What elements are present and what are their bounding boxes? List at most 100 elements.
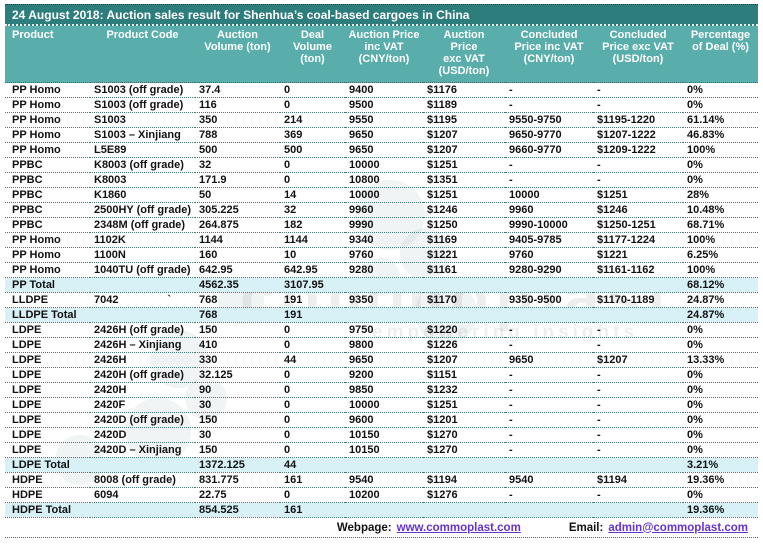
cell: 0% xyxy=(683,397,758,413)
cell: - xyxy=(505,172,593,188)
cell: $1194 xyxy=(423,472,505,488)
cell: LDPE xyxy=(5,367,90,383)
cell: 768 xyxy=(195,292,280,308)
cell xyxy=(90,457,195,473)
cell: 500 xyxy=(280,142,345,158)
cell: - xyxy=(505,157,593,173)
cell: PP Homo xyxy=(5,247,90,263)
cell: 9350-9500 xyxy=(505,292,593,308)
cell: 9660-9770 xyxy=(505,142,593,158)
cell: 50 xyxy=(195,187,280,203)
cell: 9650 xyxy=(505,352,593,368)
cell: 1144 xyxy=(195,232,280,248)
cell: $1170 xyxy=(423,292,505,308)
cell: $1207 xyxy=(423,352,505,368)
cell: 9280 xyxy=(345,262,423,278)
table-row: LDPE 2420D 30 0 10150 $1270- -0% xyxy=(5,427,758,443)
cell: 0 xyxy=(280,367,345,383)
cell: 9600 xyxy=(345,412,423,428)
cell: - xyxy=(505,382,593,398)
email-link[interactable]: admin@commoplast.com xyxy=(608,521,748,534)
cell: 1372.125 xyxy=(195,457,280,473)
cell xyxy=(505,457,593,473)
cell xyxy=(423,502,505,518)
table-row: LDPE 2426H 330 44 9650 $1207 9650 $1207 13.33% xyxy=(5,352,758,368)
cell: LDPE xyxy=(5,337,90,353)
cell: 2420H (off grade) xyxy=(90,367,195,383)
cell: $1161-1162 xyxy=(593,262,683,278)
cell: $1207-1222 xyxy=(593,127,683,143)
cell: 32 xyxy=(195,157,280,173)
cell: 161 xyxy=(280,502,345,518)
cell: 3.21% xyxy=(683,457,758,473)
cell: K1860 xyxy=(90,187,195,203)
cell: $1251 xyxy=(423,187,505,203)
cell: 9200 xyxy=(345,367,423,383)
cell: 214 xyxy=(280,112,345,128)
cell: 44 xyxy=(280,352,345,368)
cell: $1161 xyxy=(423,262,505,278)
cell: 32.125 xyxy=(195,367,280,383)
cell: 9550 xyxy=(345,112,423,128)
table-row: PPBC 2500HY (off grade) 305.225 32 9960 $1246… xyxy=(5,202,758,218)
cell: 2426H – Xinjiang xyxy=(90,337,195,353)
cell: 788 xyxy=(195,127,280,143)
table-row: PP Homo 1100N 160 10 9760 $1221 9760 $1221 6.25% xyxy=(5,247,758,263)
cell: 61.14% xyxy=(683,112,758,128)
cell: 9340 xyxy=(345,232,423,248)
cell xyxy=(505,502,593,518)
cell: $1246 xyxy=(593,202,683,218)
cell: 9990 xyxy=(345,217,423,233)
cell: PP Homo xyxy=(5,97,90,113)
table-row: PP Homo S1003 – Xinjiang 788 369 9650 $1207 96… xyxy=(5,127,758,143)
cell: 0% xyxy=(683,442,758,458)
cell: 19.36% xyxy=(683,502,758,518)
table-row: LLDPE 7042 ` 768 191 9350 $1170 9350-9500 $1170-… xyxy=(5,292,758,308)
cell: - xyxy=(505,412,593,428)
cell: PP Homo xyxy=(5,262,90,278)
cell: K8003 xyxy=(90,172,195,188)
cell: 9990-10000 xyxy=(505,217,593,233)
cell: $1189 xyxy=(423,97,505,113)
cell: - xyxy=(505,367,593,383)
cell: 9750 xyxy=(345,322,423,338)
cell: $1176 xyxy=(423,82,505,98)
cell: 0% xyxy=(683,367,758,383)
cell: - xyxy=(505,337,593,353)
column-header: Auction Volume (ton) xyxy=(195,26,280,83)
cell: 6094 xyxy=(90,487,195,503)
cell: 100% xyxy=(683,142,758,158)
cell: 0% xyxy=(683,382,758,398)
cell: 68.71% xyxy=(683,217,758,233)
cell: PPBC xyxy=(5,202,90,218)
cell: 28% xyxy=(683,187,758,203)
cell: LDPE xyxy=(5,322,90,338)
cell xyxy=(345,307,423,323)
stray-mark: ` xyxy=(167,294,171,306)
header-row: Product Product Code Auction Volume (ton) D… xyxy=(5,26,758,83)
cell: 10200 xyxy=(345,487,423,503)
cell: HDPE xyxy=(5,472,90,488)
cell: 9760 xyxy=(505,247,593,263)
cell: 0 xyxy=(280,157,345,173)
cell: 100% xyxy=(683,262,758,278)
webpage-link[interactable]: www.commoplast.com xyxy=(396,521,521,534)
cell: 6.25% xyxy=(683,247,758,263)
cell: 171.9 xyxy=(195,172,280,188)
cell: 2420H xyxy=(90,382,195,398)
cell: S1003 – Xinjiang xyxy=(90,127,195,143)
cell xyxy=(90,277,195,293)
table-row: PP Homo 1102K 1144 1144 9340 $1169 9405-9785 $1… xyxy=(5,232,758,248)
cell: LLDPE Total xyxy=(5,307,90,323)
cell: 191 xyxy=(280,307,345,323)
cell: HDPE Total xyxy=(5,502,90,518)
cell: 2426H (off grade) xyxy=(90,322,195,338)
cell: 161 xyxy=(280,472,345,488)
cell: 0% xyxy=(683,487,758,503)
cell xyxy=(593,502,683,518)
cell: - xyxy=(593,157,683,173)
auction-results-table: Product Product Code Auction Volume (ton) D… xyxy=(5,26,758,518)
cell: 10800 xyxy=(345,172,423,188)
cell: 0 xyxy=(280,322,345,338)
cell: LLDPE xyxy=(5,292,90,308)
